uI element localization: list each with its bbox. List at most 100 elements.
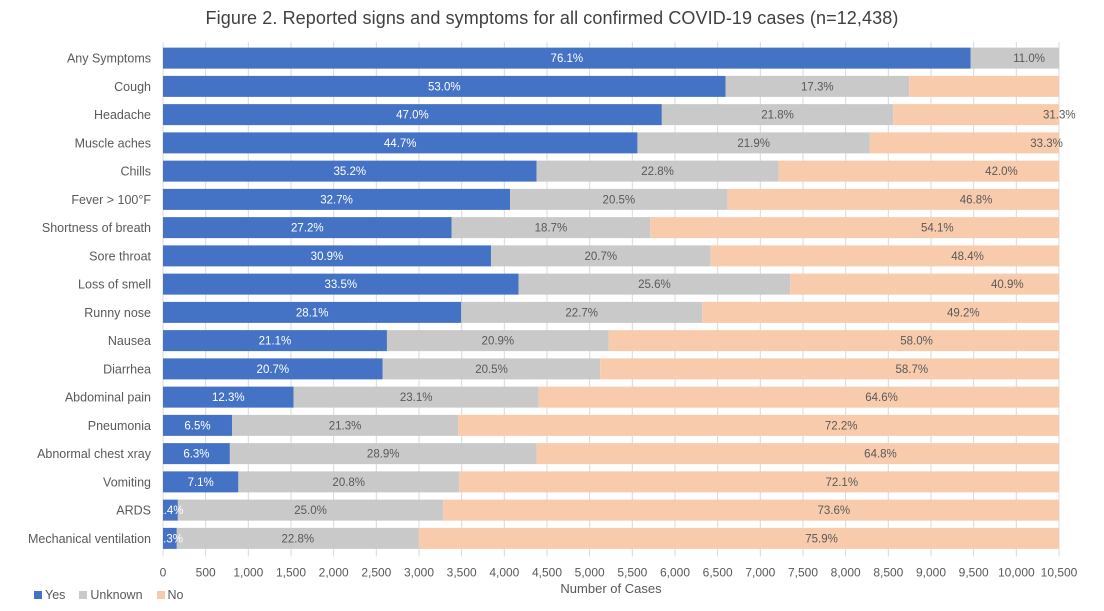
bar-segment-unknown[interactable] bbox=[229, 443, 537, 465]
bar-segment-no[interactable] bbox=[710, 245, 1059, 267]
x-tick-label: 4,000 bbox=[489, 566, 519, 580]
data-label-unknown: 25.6% bbox=[638, 279, 671, 291]
legend-item-yes[interactable]: Yes bbox=[34, 588, 65, 602]
bar-segment-no[interactable] bbox=[443, 499, 1060, 521]
category-labels: Any Symptoms Cough Headache Muscle aches Chi… bbox=[28, 52, 152, 546]
x-tick-label: 7,500 bbox=[788, 566, 818, 580]
bar-segment-yes[interactable] bbox=[163, 132, 638, 154]
bar-segment-yes[interactable] bbox=[163, 414, 232, 436]
x-tick-label: 9,500 bbox=[959, 566, 989, 580]
x-tick-label: 2,500 bbox=[361, 566, 391, 580]
bar-segment-yes[interactable] bbox=[163, 188, 511, 210]
data-label-yes: 21.1% bbox=[259, 336, 292, 348]
legend-label-yes: Yes bbox=[45, 588, 66, 602]
bar-segment-yes[interactable] bbox=[163, 499, 178, 521]
bar-segment-unknown[interactable] bbox=[176, 527, 419, 549]
bar-segment-unknown[interactable] bbox=[637, 132, 870, 154]
bar-segment-unknown[interactable] bbox=[238, 471, 460, 493]
bar-segment-no[interactable] bbox=[790, 273, 1059, 295]
data-label-yes: 76.1% bbox=[551, 53, 584, 65]
bar-segment-unknown[interactable] bbox=[177, 499, 444, 521]
data-label-no: 33.3% bbox=[1030, 138, 1063, 150]
data-label-yes: 35.2% bbox=[333, 166, 366, 178]
bar-segment-no[interactable] bbox=[727, 188, 1059, 210]
x-tick-label: 4,500 bbox=[532, 566, 562, 580]
bar-segment-unknown[interactable] bbox=[231, 414, 459, 436]
bar-segment-unknown[interactable] bbox=[518, 273, 791, 295]
bar-segment-yes[interactable] bbox=[163, 527, 177, 549]
bar-segment-no[interactable] bbox=[869, 132, 1059, 154]
x-tick-label: 7,000 bbox=[745, 566, 775, 580]
category-label: Runny nose bbox=[84, 306, 151, 320]
bar-segment-no[interactable] bbox=[418, 527, 1059, 549]
data-label-unknown: 23.1% bbox=[400, 392, 433, 404]
bar-segment-unknown[interactable] bbox=[661, 104, 894, 126]
bar-segment-unknown[interactable] bbox=[386, 330, 609, 352]
bar-segment-no[interactable] bbox=[909, 75, 1059, 97]
legend-swatch-unknown bbox=[79, 591, 88, 599]
bar-segment-unknown[interactable] bbox=[510, 188, 728, 210]
data-label-yes: 1.3% bbox=[157, 533, 183, 545]
bar-segment-yes[interactable] bbox=[163, 160, 537, 182]
bar-segment-no[interactable] bbox=[459, 471, 1059, 493]
legend: Yes Unknown No bbox=[34, 588, 184, 602]
bar-segment-no[interactable] bbox=[608, 330, 1059, 352]
bar-segment-yes[interactable] bbox=[163, 471, 239, 493]
bar-segment-yes[interactable] bbox=[163, 386, 294, 408]
category-label: ARDS bbox=[116, 504, 151, 518]
bar-segment-no[interactable] bbox=[536, 443, 1059, 465]
x-tick-label: 5,000 bbox=[575, 566, 605, 580]
bar-segment-unknown[interactable] bbox=[451, 217, 651, 239]
legend-label-unknown: Unknown bbox=[90, 588, 143, 602]
data-label-unknown: 21.8% bbox=[761, 110, 794, 122]
x-tick-label: 10,000 bbox=[998, 566, 1035, 580]
data-label-no: 58.0% bbox=[900, 336, 933, 348]
data-label-yes: 44.7% bbox=[384, 138, 417, 150]
bar-segment-yes[interactable] bbox=[163, 217, 452, 239]
data-label-yes: 6.3% bbox=[183, 449, 209, 461]
gridlines bbox=[162, 42, 1060, 557]
bar-segment-unknown[interactable] bbox=[536, 160, 779, 182]
bar-segment-unknown[interactable] bbox=[490, 245, 711, 267]
bar-segment-yes[interactable] bbox=[163, 104, 662, 126]
legend-swatch-no bbox=[156, 591, 165, 599]
category-label: Headache bbox=[94, 108, 151, 122]
data-label-unknown: 20.8% bbox=[332, 477, 365, 489]
bar-segment-no[interactable] bbox=[538, 386, 1059, 408]
bar-segment-unknown[interactable] bbox=[382, 358, 601, 380]
legend-item-no[interactable]: No bbox=[156, 588, 184, 602]
bars bbox=[163, 47, 1060, 549]
bar-segment-no[interactable] bbox=[702, 301, 1059, 323]
bar-segment-unknown[interactable] bbox=[725, 75, 910, 97]
bar-segment-unknown[interactable] bbox=[461, 301, 703, 323]
data-label-unknown: 28.9% bbox=[367, 449, 400, 461]
bar-segment-yes[interactable] bbox=[163, 75, 726, 97]
category-label: Muscle aches bbox=[75, 136, 151, 150]
bar-segment-no[interactable] bbox=[650, 217, 1059, 239]
x-tick-label: 1,500 bbox=[276, 566, 306, 580]
bar-segment-yes[interactable] bbox=[163, 301, 462, 323]
data-label-no: 75.9% bbox=[805, 533, 838, 545]
legend-item-unknown[interactable]: Unknown bbox=[79, 588, 143, 602]
data-label-unknown: 22.8% bbox=[281, 533, 314, 545]
bar-segment-no[interactable] bbox=[778, 160, 1059, 182]
x-tick-label: 8,000 bbox=[831, 566, 861, 580]
bar-segment-unknown[interactable] bbox=[970, 47, 1059, 69]
x-tick-labels: 0 500 1,000 1,500 2,000 2,500 3,000 3,500 4,000 4… bbox=[160, 566, 1078, 580]
data-label-unknown: 21.9% bbox=[737, 138, 770, 150]
bar-segment-yes[interactable] bbox=[163, 358, 383, 380]
bar-segment-no[interactable] bbox=[458, 414, 1060, 436]
bar-segment-no[interactable] bbox=[893, 104, 1059, 126]
x-tick-label: 0 bbox=[160, 566, 167, 580]
bar-segment-yes[interactable] bbox=[163, 245, 491, 267]
data-label-yes: 1.4% bbox=[157, 505, 183, 517]
bar-segment-yes[interactable] bbox=[163, 330, 387, 352]
bar-segment-unknown[interactable] bbox=[293, 386, 539, 408]
bar-segment-yes[interactable] bbox=[163, 47, 971, 69]
bar-segment-yes[interactable] bbox=[163, 273, 519, 295]
data-label-yes: 47.0% bbox=[396, 110, 429, 122]
bar-segment-yes[interactable] bbox=[163, 443, 230, 465]
bar-segment-no[interactable] bbox=[600, 358, 1059, 380]
category-label: Pneumonia bbox=[88, 419, 151, 433]
